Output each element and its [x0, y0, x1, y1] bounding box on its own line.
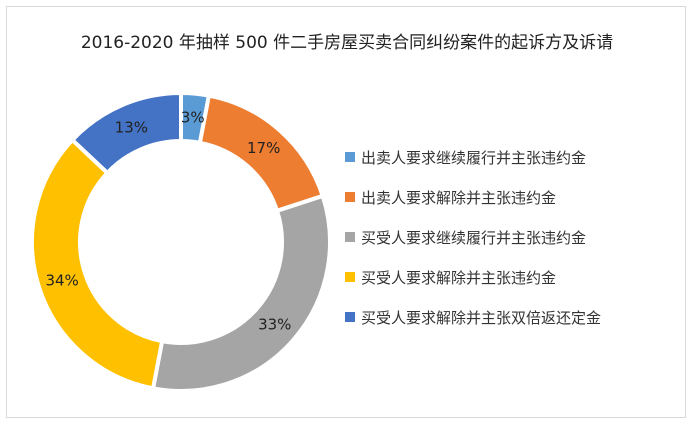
slice-label-3: 33% [258, 316, 291, 334]
slice-labels: 3% 17% 33% 34% 13% [45, 109, 291, 334]
chart-title: 2016-2020 年抽样 500 件二手房屋买卖合同纠纷案件的起诉方及诉请 [80, 33, 614, 53]
legend-label: 出卖人要求继续履行并主张违约金 [361, 148, 587, 167]
legend-item-3: 买受人要求继续履行并主张违约金 [345, 217, 685, 257]
legend-swatch [345, 232, 355, 242]
donut-slices [30, 90, 332, 393]
legend-label: 出卖人要求解除并主张违约金 [361, 188, 557, 207]
slice-label-5: 13% [115, 118, 148, 136]
legend-swatch [345, 272, 355, 282]
slice-label-2: 17% [247, 139, 280, 157]
legend-swatch [345, 152, 355, 162]
slice-5 [69, 90, 183, 176]
slice-4 [30, 137, 165, 391]
legend-item-4: 买受人要求解除并主张违约金 [345, 257, 685, 297]
chart-legend: 出卖人要求继续履行并主张违约金 出卖人要求解除并主张违约金买受人要求继续履行并主张… [345, 137, 685, 337]
legend-swatch [345, 192, 355, 202]
legend-label: 买受人要求解除并主张双倍返还定金 [361, 308, 602, 327]
legend-item-1: 出卖人要求继续履行并主张违约金 [345, 137, 685, 177]
slice-label-4: 34% [45, 272, 78, 290]
legend-item-5: 买受人要求解除并主张双倍返还定金 [345, 297, 685, 337]
legend-label: 买受人要求继续履行并主张违约金 [361, 228, 587, 247]
legend-label: 买受人要求解除并主张违约金 [361, 268, 557, 287]
legend-item-2: 出卖人要求解除并主张违约金 [345, 177, 685, 217]
slice-3 [150, 193, 332, 393]
slice-label-1: 3% [181, 109, 205, 127]
legend-swatch [345, 312, 355, 322]
